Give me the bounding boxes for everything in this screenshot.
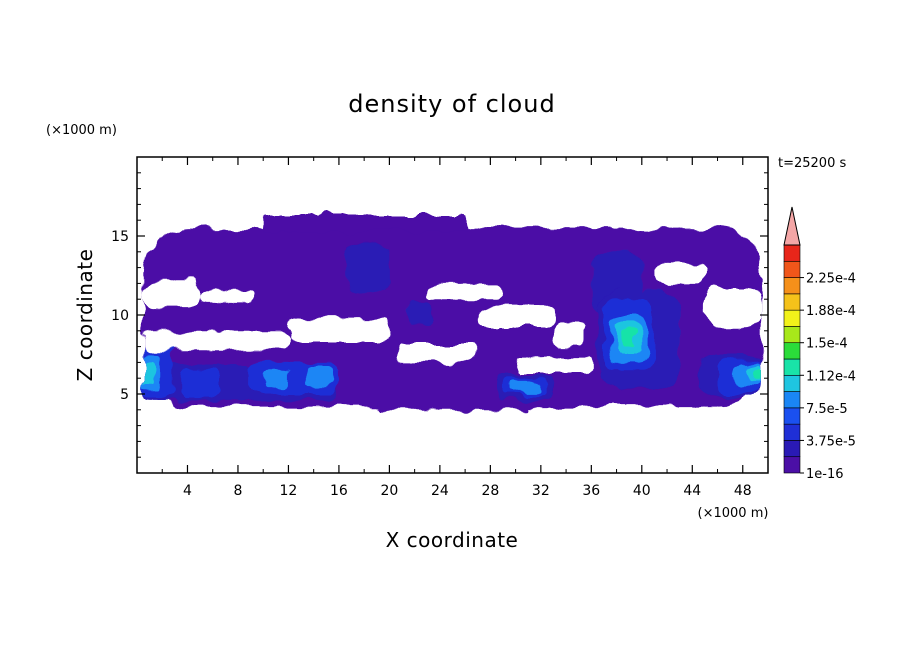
colorbar-segment: [783, 358, 801, 376]
clear-gap-8: [654, 262, 705, 284]
x-tick-label: 32: [532, 483, 550, 499]
clear-gap-1: [200, 289, 251, 303]
colorbar-tick-label: 1e-16: [806, 467, 844, 482]
colorbar-tick-label: 1.5e-4: [806, 337, 848, 352]
x-axis-unit: (×1000 m): [698, 506, 769, 521]
cloud-region-1: [263, 215, 466, 232]
clear-gap-9: [427, 283, 503, 300]
x-axis-ticks: 4 8 12 16 20 24 28 32 36 40 44 48: [161, 157, 752, 499]
x-tick-label: 16: [330, 483, 348, 499]
x-tick-label: 40: [633, 483, 651, 499]
colorbar-segment: [783, 391, 801, 409]
clear-gap-5: [477, 307, 554, 327]
y-axis-ticks: 5 10 15: [111, 172, 768, 458]
colorbar-segment: [783, 326, 801, 344]
colorbar-tick-label: 2.25e-4: [806, 272, 856, 287]
colorbar-segment: [783, 440, 801, 458]
y-tick-label: 10: [111, 308, 129, 324]
cloud-region-11: [181, 370, 220, 398]
cloud-region-9: [408, 302, 434, 323]
cloud-region-2: [376, 400, 529, 410]
colorbar-segment: [783, 277, 801, 295]
colorbar: 1e-16 3.75e-5 7.5e-5 1.12e-4 1.5e-4 1.88e-4 2.…: [783, 206, 856, 482]
colorbar-segment: [783, 374, 801, 392]
cloud-region-22: [143, 362, 154, 385]
colorbar-tick-label: 1.12e-4: [806, 369, 856, 384]
colorbar-overflow-arrow: [783, 206, 801, 246]
cloud-region-25: [622, 330, 636, 347]
x-axis-label: X coordinate: [386, 528, 519, 552]
cloud-region-18: [307, 365, 333, 387]
x-tick-label: 4: [183, 483, 192, 499]
x-tick-label: 24: [431, 483, 449, 499]
y-tick-label: 5: [120, 387, 129, 403]
y-axis-unit: (×1000 m): [46, 123, 117, 138]
colorbar-segment: [783, 342, 801, 360]
x-tick-label: 28: [481, 483, 499, 499]
x-tick-label: 44: [683, 483, 701, 499]
cloud-region-26: [751, 368, 762, 379]
clear-gap-0: [143, 280, 201, 308]
colorbar-tick-label: 3.75e-5: [806, 434, 856, 449]
time-label: t=25200 s: [778, 156, 846, 171]
chart-title: density of cloud: [348, 90, 555, 118]
clear-gap-3: [288, 318, 390, 344]
clear-gap-6: [515, 357, 592, 374]
clear-gap-7: [704, 286, 762, 331]
y-axis-label: Z coordinate: [73, 249, 97, 382]
colorbar-tick-label: 1.88e-4: [806, 304, 856, 319]
colorbar-tick-label: 7.5e-5: [806, 402, 848, 417]
colorbar-segment: [783, 456, 801, 474]
colorbar-segment: [783, 260, 801, 278]
cloud-region-17: [263, 370, 289, 387]
colorbar-segment: [783, 407, 801, 425]
x-tick-label: 48: [734, 483, 752, 499]
x-tick-label: 12: [280, 483, 298, 499]
cloud-field: [143, 215, 762, 410]
clear-gap-10: [553, 322, 586, 347]
clear-gap-4: [395, 343, 478, 363]
cloud-region-19: [509, 381, 541, 393]
colorbar-segment: [783, 244, 801, 262]
colorbar-segment: [783, 423, 801, 441]
cloud-region-3: [345, 243, 390, 292]
clear-gap-2: [143, 330, 289, 350]
colorbar-segment: [783, 293, 801, 311]
x-tick-label: 20: [380, 483, 398, 499]
colorbar-segment: [783, 309, 801, 327]
x-tick-label: 8: [233, 483, 242, 499]
y-tick-label: 15: [111, 229, 129, 245]
x-tick-label: 36: [582, 483, 600, 499]
